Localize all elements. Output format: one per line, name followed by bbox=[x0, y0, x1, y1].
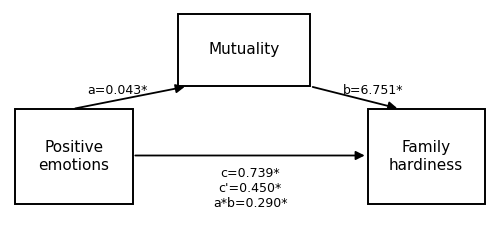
Text: a=0.043*: a=0.043* bbox=[88, 84, 148, 97]
Text: Positive
emotions: Positive emotions bbox=[38, 141, 109, 173]
Text: c=0.739*
c'=0.450*
a*b=0.290*: c=0.739* c'=0.450* a*b=0.290* bbox=[213, 167, 287, 210]
FancyBboxPatch shape bbox=[178, 14, 310, 86]
Text: Mutuality: Mutuality bbox=[208, 42, 280, 57]
Text: b=6.751*: b=6.751* bbox=[342, 84, 403, 97]
Text: Family
hardiness: Family hardiness bbox=[389, 141, 464, 173]
FancyBboxPatch shape bbox=[368, 109, 485, 204]
FancyBboxPatch shape bbox=[15, 109, 132, 204]
